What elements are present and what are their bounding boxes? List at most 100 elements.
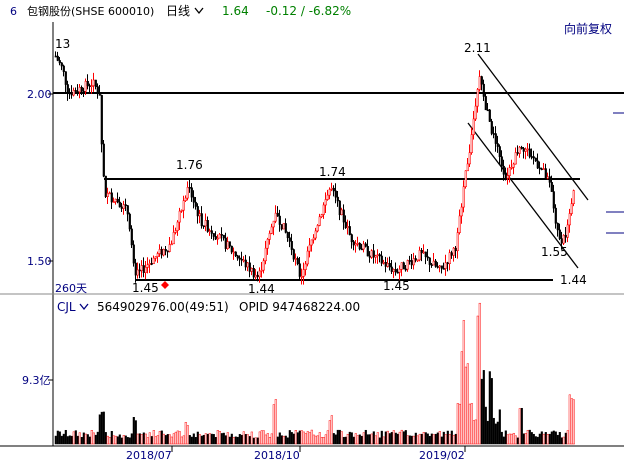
chevron-down-icon[interactable]: [79, 303, 89, 311]
volume-bar: [436, 432, 439, 445]
adjust-mode-label[interactable]: 向前复权: [564, 21, 612, 36]
volume-bar: [382, 436, 385, 445]
volume-label[interactable]: CJL: [57, 300, 76, 314]
volume-bar: [196, 431, 199, 445]
candle-body: [526, 148, 529, 151]
candle-body: [238, 257, 241, 260]
volume-bar: [474, 419, 477, 445]
volume-bar: [450, 430, 453, 445]
volume-bar: [234, 436, 237, 445]
candle-body: [404, 268, 407, 271]
stock-title[interactable]: 包钢股份(SHSE 600010): [27, 5, 154, 18]
volume-bar: [426, 433, 429, 445]
volume-bar: [470, 403, 473, 445]
volume-bar: [358, 434, 361, 445]
candle-body: [520, 146, 523, 149]
volume-bar: [210, 433, 213, 445]
candle-body: [134, 262, 137, 276]
candle-body: [252, 268, 255, 278]
volume-bar: [324, 434, 327, 445]
volume-bar: [380, 430, 383, 445]
candle-body: [146, 264, 149, 268]
candlestick-series[interactable]: [54, 51, 575, 285]
label-13: 13: [55, 37, 70, 51]
volume-bar: [306, 431, 309, 445]
label-1-55: 1.55: [541, 245, 568, 259]
candle-body: [518, 146, 521, 154]
candle-body: [476, 89, 479, 107]
candle-body: [58, 60, 61, 64]
volume-bar: [146, 437, 149, 445]
volume-bar: [192, 433, 195, 445]
volume-bar: [214, 437, 217, 445]
candle-body: [490, 121, 493, 134]
volume-bar: [304, 433, 307, 445]
candle-body: [438, 265, 441, 268]
volume-bar: [564, 432, 567, 445]
candle-body: [552, 191, 555, 209]
candle-body: [506, 175, 509, 179]
volume-bar: [462, 320, 465, 445]
volume-bar: [312, 434, 315, 445]
candle-body: [138, 269, 141, 272]
volume-bar: [524, 433, 527, 445]
candle-body: [340, 209, 343, 216]
candle-body: [236, 255, 239, 259]
candle-body: [528, 148, 531, 157]
candle-body: [214, 236, 217, 240]
candle-body: [284, 223, 287, 233]
volume-bar: [514, 435, 517, 445]
label-1-45-b: 1.45: [383, 279, 410, 293]
volume-bar: [150, 436, 153, 445]
period-selector[interactable]: 日线: [166, 4, 190, 18]
volume-bar: [340, 431, 343, 445]
label-1-74: 1.74: [319, 165, 346, 179]
candle-body: [448, 252, 451, 264]
volume-value: 564902976.00(49:51): [97, 300, 229, 314]
volume-bar: [568, 394, 571, 445]
candle-body: [316, 225, 319, 232]
trend-line-upper[interactable]: [477, 53, 589, 201]
candle-body: [164, 249, 167, 252]
volume-bar: [424, 432, 427, 445]
candle-body: [196, 206, 199, 217]
volume-bar: [194, 437, 197, 445]
candle-body: [248, 262, 251, 272]
candle-body: [498, 146, 501, 158]
volume-bar: [360, 435, 363, 445]
candle-body: [422, 251, 425, 254]
candle-body: [300, 276, 303, 278]
volume-bar: [558, 432, 561, 445]
volume-bar: [300, 430, 303, 445]
volume-bar: [332, 433, 335, 445]
volume-bar: [230, 433, 233, 445]
candle-body: [170, 243, 173, 246]
volume-bar: [308, 432, 311, 445]
candle-body: [266, 238, 269, 249]
volume-bar: [376, 432, 379, 445]
volume-bar: [226, 432, 229, 445]
volume-bar: [138, 433, 141, 445]
volume-bar: [344, 436, 347, 445]
chevron-down-icon[interactable]: [194, 7, 204, 15]
volume-bar: [224, 435, 227, 445]
volume-bar: [552, 430, 555, 445]
candle-body: [380, 255, 383, 264]
candle-body: [150, 263, 153, 265]
volume-bar: [232, 437, 235, 445]
volume-bar: [490, 378, 493, 445]
candle-body: [366, 246, 369, 257]
candle-body: [56, 55, 59, 61]
candle-body: [488, 109, 491, 122]
volume-bar: [274, 399, 277, 445]
candle-body: [160, 249, 163, 256]
trend-line-lower[interactable]: [467, 122, 579, 269]
candle-body: [554, 207, 557, 224]
candle-body: [128, 213, 131, 230]
candle-body: [360, 248, 363, 251]
volume-bar: [432, 434, 435, 445]
volume-bar: [464, 366, 467, 445]
candle-body: [264, 247, 267, 262]
volume-bar: [454, 433, 457, 445]
